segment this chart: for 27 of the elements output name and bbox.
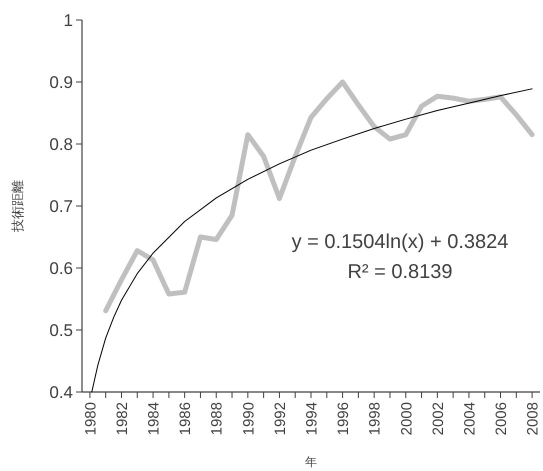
y-tick-label: 0.6 — [49, 259, 73, 278]
x-tick-label: 2006 — [493, 402, 510, 436]
x-tick-label: 1998 — [366, 402, 384, 436]
x-tick-label: 1980 — [82, 402, 100, 436]
x-tick-label: 1990 — [240, 402, 258, 436]
x-tick-label: 1986 — [177, 402, 194, 436]
x-tick-label: 2002 — [430, 402, 447, 436]
x-tick-label: 1996 — [335, 402, 352, 436]
x-tick-label: 1982 — [114, 402, 131, 436]
x-tick-label: 1992 — [272, 402, 289, 436]
x-tick-label: 1988 — [208, 402, 226, 436]
y-tick-label: 0.8 — [49, 135, 73, 154]
x-tick-label: 2000 — [398, 402, 416, 436]
y-tick-label: 0.9 — [49, 73, 73, 92]
x-tick-label: 2008 — [524, 402, 542, 436]
y-axis-title: 技術距離 — [10, 180, 25, 233]
annotation: y = 0.1504ln(x) + 0.3824 — [292, 231, 508, 253]
x-tick-label: 2004 — [461, 402, 478, 436]
x-tick-label: 1984 — [146, 402, 163, 436]
line-series — [91, 88, 533, 392]
x-axis-title: 年 — [305, 455, 317, 469]
annotation: R² = 0.8139 — [347, 261, 453, 283]
y-tick-label: 1 — [64, 11, 73, 30]
y-tick-label: 0.5 — [49, 321, 73, 340]
y-tick-label: 0.4 — [49, 383, 73, 402]
y-tick-label: 0.7 — [49, 197, 73, 216]
x-tick-label: 1994 — [304, 402, 320, 436]
